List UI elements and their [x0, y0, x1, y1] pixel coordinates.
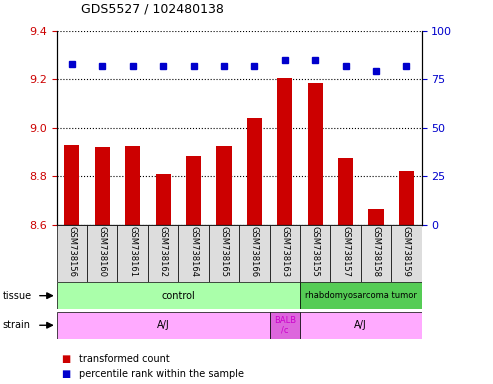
Bar [246, 118, 262, 225]
Bar [87, 225, 117, 282]
Bar [300, 282, 422, 309]
Text: A/J: A/J [354, 320, 367, 330]
Bar [95, 147, 110, 225]
Bar [391, 225, 422, 282]
Bar [64, 145, 79, 225]
Bar [300, 312, 422, 339]
Text: GSM738165: GSM738165 [219, 227, 228, 277]
Bar [125, 146, 141, 225]
Bar [148, 225, 178, 282]
Bar [117, 225, 148, 282]
Text: tissue: tissue [2, 291, 32, 301]
Text: GSM738159: GSM738159 [402, 227, 411, 277]
Bar [361, 225, 391, 282]
Text: control: control [161, 291, 195, 301]
Bar [277, 78, 292, 225]
Text: GSM738166: GSM738166 [250, 227, 259, 278]
Bar [368, 209, 384, 225]
Bar [239, 225, 270, 282]
Text: GSM738157: GSM738157 [341, 227, 350, 277]
Bar [155, 174, 171, 225]
Bar [399, 171, 414, 225]
Bar [57, 312, 270, 339]
Text: GSM738160: GSM738160 [98, 227, 107, 277]
Text: ■: ■ [62, 369, 71, 379]
Text: GSM738163: GSM738163 [280, 227, 289, 278]
Bar [216, 146, 232, 225]
Bar [270, 312, 300, 339]
Text: GSM738156: GSM738156 [68, 227, 76, 277]
Text: GDS5527 / 102480138: GDS5527 / 102480138 [81, 2, 224, 15]
Text: GSM738158: GSM738158 [371, 227, 381, 277]
Text: GSM738164: GSM738164 [189, 227, 198, 277]
Bar [308, 83, 323, 225]
Text: BALB
/c: BALB /c [274, 316, 296, 335]
Bar [300, 225, 330, 282]
Bar [57, 282, 300, 309]
Text: GSM738161: GSM738161 [128, 227, 137, 277]
Text: strain: strain [2, 320, 31, 330]
Text: percentile rank within the sample: percentile rank within the sample [79, 369, 244, 379]
Text: A/J: A/J [157, 320, 170, 330]
Text: ■: ■ [62, 354, 71, 364]
Bar [178, 225, 209, 282]
Bar [186, 156, 201, 225]
Text: GSM738162: GSM738162 [159, 227, 168, 277]
Bar [270, 225, 300, 282]
Bar [338, 158, 353, 225]
Text: GSM738155: GSM738155 [311, 227, 319, 277]
Text: transformed count: transformed count [79, 354, 170, 364]
Bar [330, 225, 361, 282]
Bar [209, 225, 239, 282]
Text: rhabdomyosarcoma tumor: rhabdomyosarcoma tumor [305, 291, 417, 300]
Bar [57, 225, 87, 282]
